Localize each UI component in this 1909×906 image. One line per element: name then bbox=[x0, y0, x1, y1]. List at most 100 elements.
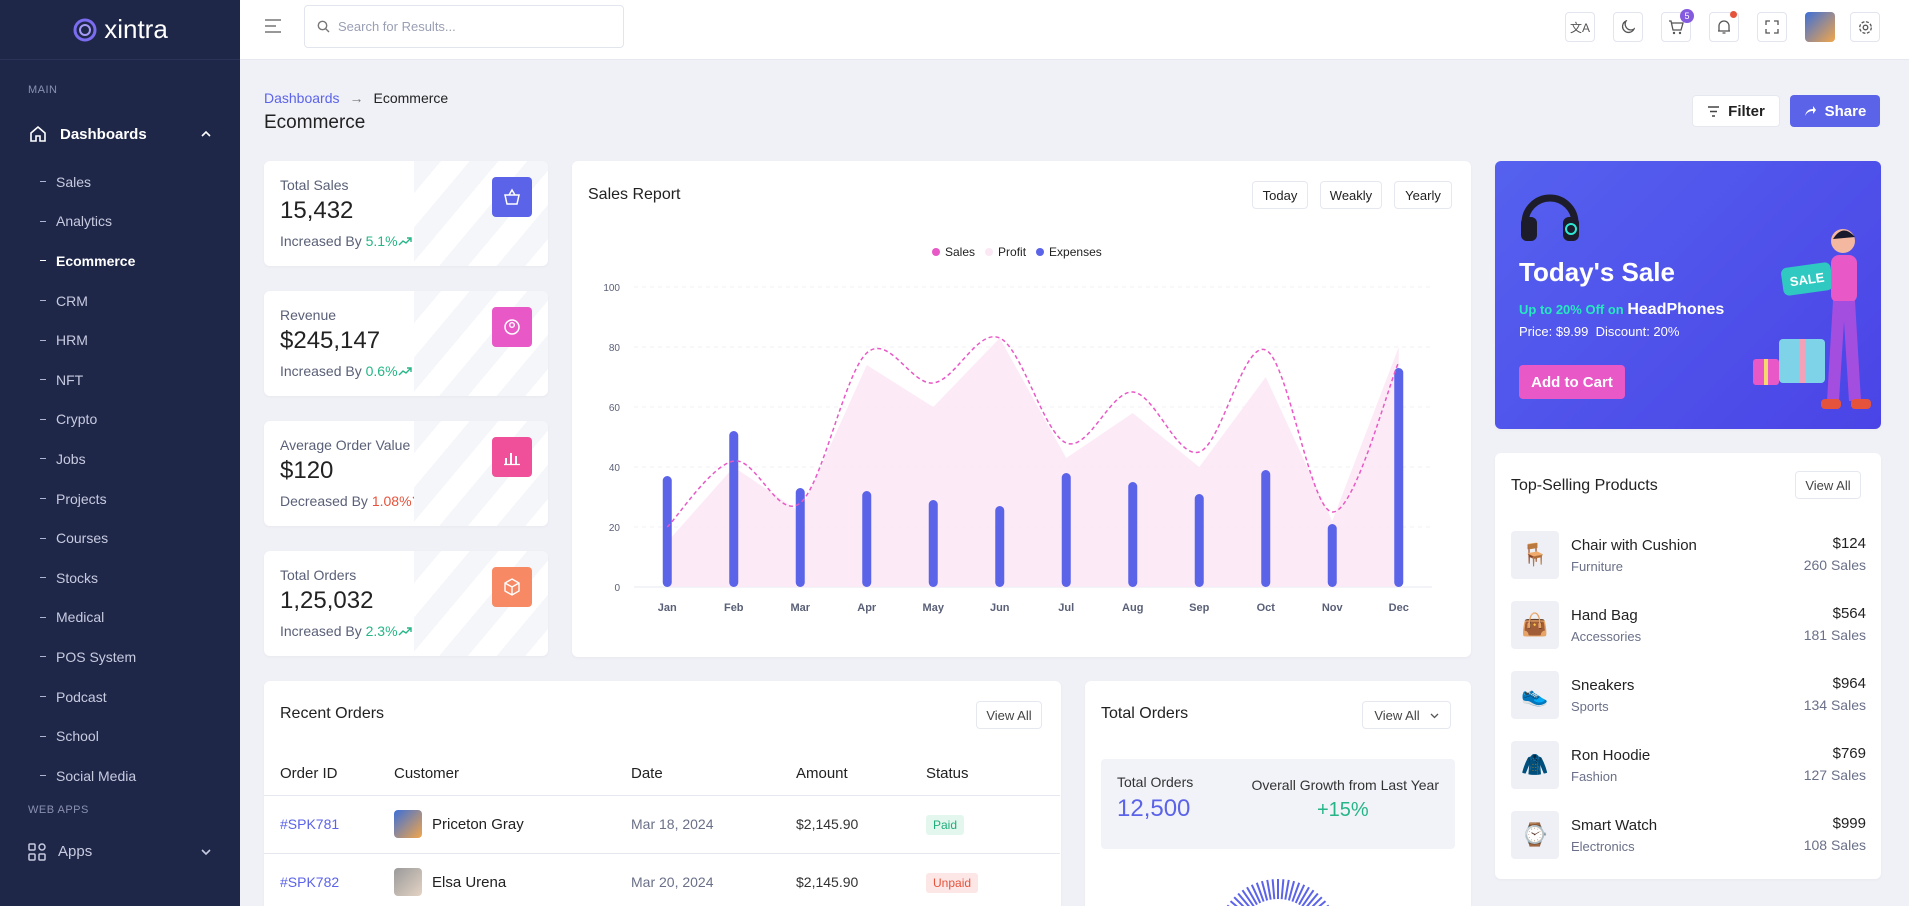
promo-discount-text: Discount: 20% bbox=[1595, 324, 1680, 339]
period-weekly-button[interactable]: Weakly bbox=[1320, 181, 1382, 209]
sales-report-card: Sales Report Today Weakly Yearly Sales P… bbox=[572, 161, 1471, 657]
translate-icon: 文A bbox=[1569, 20, 1590, 35]
share-icon bbox=[1804, 106, 1816, 116]
share-button[interactable]: Share bbox=[1790, 95, 1880, 127]
sidebar-item-label: CRM bbox=[56, 292, 88, 309]
customer-name: Priceton Gray bbox=[432, 815, 524, 833]
sidebar-item-projects[interactable]: Projects bbox=[0, 479, 240, 519]
sidebar-item-dashboards[interactable]: Dashboards bbox=[0, 112, 240, 156]
table-row: #SPK782 Elsa Urena Mar 20, 2024 $2,145.90 Un… bbox=[264, 853, 1060, 906]
promo-price-text: Price: $9.99 bbox=[1519, 324, 1589, 339]
search-input[interactable]: Search for Results... bbox=[304, 5, 624, 48]
sidebar-item-medical[interactable]: Medical bbox=[0, 598, 240, 638]
sidebar-item-nft[interactable]: NFT bbox=[0, 360, 240, 400]
recent-orders-view-all-button[interactable]: View All bbox=[976, 701, 1042, 729]
top-products-view-all-button[interactable]: View All bbox=[1795, 471, 1861, 499]
sidebar-item-hrm[interactable]: HRM bbox=[0, 320, 240, 360]
sidebar-item-pos-system[interactable]: POS System bbox=[0, 637, 240, 677]
sidebar-item-school[interactable]: School bbox=[0, 716, 240, 756]
language-button[interactable]: 文A bbox=[1565, 12, 1595, 42]
bullet-icon bbox=[40, 498, 46, 500]
cart-button[interactable]: 5 bbox=[1661, 9, 1694, 42]
y-tick-label: 0 bbox=[614, 583, 620, 594]
stat-change-prefix: Increased By bbox=[280, 623, 362, 639]
top-products-title: Top-Selling Products bbox=[1511, 477, 1658, 494]
stat-title: Average Order Value bbox=[280, 437, 411, 453]
order-id-link[interactable]: #SPK781 bbox=[280, 816, 340, 832]
product-sales: 134 Sales bbox=[1803, 697, 1866, 713]
sidebar-item-stocks[interactable]: Stocks bbox=[0, 558, 240, 598]
total-orders-summary: Total Orders 12,500 Overall Growth from … bbox=[1101, 759, 1455, 849]
avatar bbox=[394, 810, 422, 838]
sidebar-item-crm[interactable]: CRM bbox=[0, 281, 240, 321]
stat-change-prefix: Decreased By bbox=[280, 493, 368, 509]
add-to-cart-button[interactable]: Add to Cart bbox=[1519, 365, 1625, 399]
breadcrumb-current: Ecommerce bbox=[373, 90, 449, 106]
sidebar-item-sales[interactable]: Sales bbox=[0, 162, 240, 202]
logo[interactable]: xintra bbox=[0, 0, 240, 60]
product-item[interactable]: 🧥 Ron Hoodie Fashion $769 127 Sales bbox=[1511, 741, 1866, 789]
expenses-bar bbox=[1327, 524, 1337, 587]
bullet-icon bbox=[40, 300, 46, 302]
promo-offer: Up to 20% Off on HeadPhones bbox=[1519, 301, 1724, 319]
menu-toggle-icon[interactable] bbox=[264, 18, 282, 34]
stat-change: Increased By 2.3% bbox=[280, 623, 412, 639]
column-header: Status bbox=[926, 753, 1060, 796]
sidebar-item-analytics[interactable]: Analytics bbox=[0, 202, 240, 242]
sidebar-item-podcast[interactable]: Podcast bbox=[0, 677, 240, 717]
product-category: Electronics bbox=[1571, 839, 1635, 854]
todays-sale-banner: Today's Sale Up to 20% Off on HeadPhones… bbox=[1495, 161, 1881, 429]
stat-card: Total Orders 1,25,032 Increased By 2.3% bbox=[264, 551, 548, 656]
sidebar-item-ecommerce[interactable]: Ecommerce bbox=[0, 241, 240, 281]
sidebar-item-label: Apps bbox=[58, 843, 93, 860]
sidebar-item-crypto[interactable]: Crypto bbox=[0, 400, 240, 440]
y-tick-label: 20 bbox=[609, 523, 621, 534]
sidebar-item-label: HRM bbox=[56, 332, 88, 349]
legend-item-expenses[interactable]: Expenses bbox=[1036, 245, 1102, 259]
sales-report-title: Sales Report bbox=[588, 186, 681, 203]
sidebar-item-courses[interactable]: Courses bbox=[0, 518, 240, 558]
chevron-up-icon bbox=[201, 130, 211, 137]
product-image: 🧥 bbox=[1511, 741, 1559, 789]
product-item[interactable]: 👟 Sneakers Sports $964 134 Sales bbox=[1511, 671, 1866, 719]
breadcrumb-link-dashboards[interactable]: Dashboards bbox=[264, 90, 340, 106]
total-orders-value: 12,500 bbox=[1117, 795, 1191, 822]
x-tick-label: Oct bbox=[1257, 602, 1276, 614]
table-row: #SPK781 Priceton Gray Mar 18, 2024 $2,145.9… bbox=[264, 795, 1060, 854]
radial-tick bbox=[1298, 886, 1310, 906]
bullet-icon bbox=[40, 696, 46, 698]
app-name: xintra bbox=[104, 14, 168, 44]
recent-orders-table: Order ID Customer Date Amount Status #SPK781… bbox=[264, 753, 1060, 906]
sidebar-item-apps[interactable]: Apps bbox=[0, 830, 240, 874]
radial-tick bbox=[1229, 900, 1238, 906]
filter-button[interactable]: Filter bbox=[1692, 95, 1780, 127]
x-tick-label: Nov bbox=[1322, 602, 1344, 614]
product-category: Accessories bbox=[1571, 629, 1642, 644]
product-sales: 260 Sales bbox=[1803, 557, 1866, 573]
x-tick-label: Aug bbox=[1122, 602, 1143, 614]
product-item[interactable]: 🪑 Chair with Cushion Furniture $124 260 Sale… bbox=[1511, 531, 1866, 579]
user-avatar[interactable] bbox=[1805, 12, 1835, 42]
theme-toggle-button[interactable] bbox=[1613, 12, 1643, 42]
product-price: $999 bbox=[1832, 815, 1866, 832]
legend-item-sales[interactable]: Sales bbox=[932, 245, 975, 259]
total-orders-view-all-button[interactable]: View All bbox=[1362, 701, 1451, 729]
sidebar-item-label: POS System bbox=[56, 648, 137, 665]
product-item[interactable]: 👜 Hand Bag Accessories $564 181 Sales bbox=[1511, 601, 1866, 649]
product-price: $964 bbox=[1832, 675, 1866, 692]
total-orders-label: Total Orders bbox=[1117, 774, 1194, 790]
period-today-button[interactable]: Today bbox=[1252, 181, 1308, 209]
sidebar-item-label: Crypto bbox=[56, 411, 98, 428]
settings-button[interactable] bbox=[1850, 12, 1880, 42]
legend-item-profit[interactable]: Profit bbox=[985, 245, 1026, 259]
customer-name: Elsa Urena bbox=[432, 873, 507, 891]
notifications-button[interactable] bbox=[1709, 11, 1739, 42]
sidebar-item-social-media[interactable]: Social Media bbox=[0, 756, 240, 796]
sidebar-item-jobs[interactable]: Jobs bbox=[0, 439, 240, 479]
radial-tick bbox=[1250, 884, 1262, 904]
product-item[interactable]: ⌚ Smart Watch Electronics $999 108 Sales bbox=[1511, 811, 1866, 859]
order-id-link[interactable]: #SPK782 bbox=[280, 874, 340, 890]
x-tick-label: Sep bbox=[1189, 602, 1209, 614]
period-yearly-button[interactable]: Yearly bbox=[1394, 181, 1452, 209]
fullscreen-button[interactable] bbox=[1757, 12, 1787, 42]
